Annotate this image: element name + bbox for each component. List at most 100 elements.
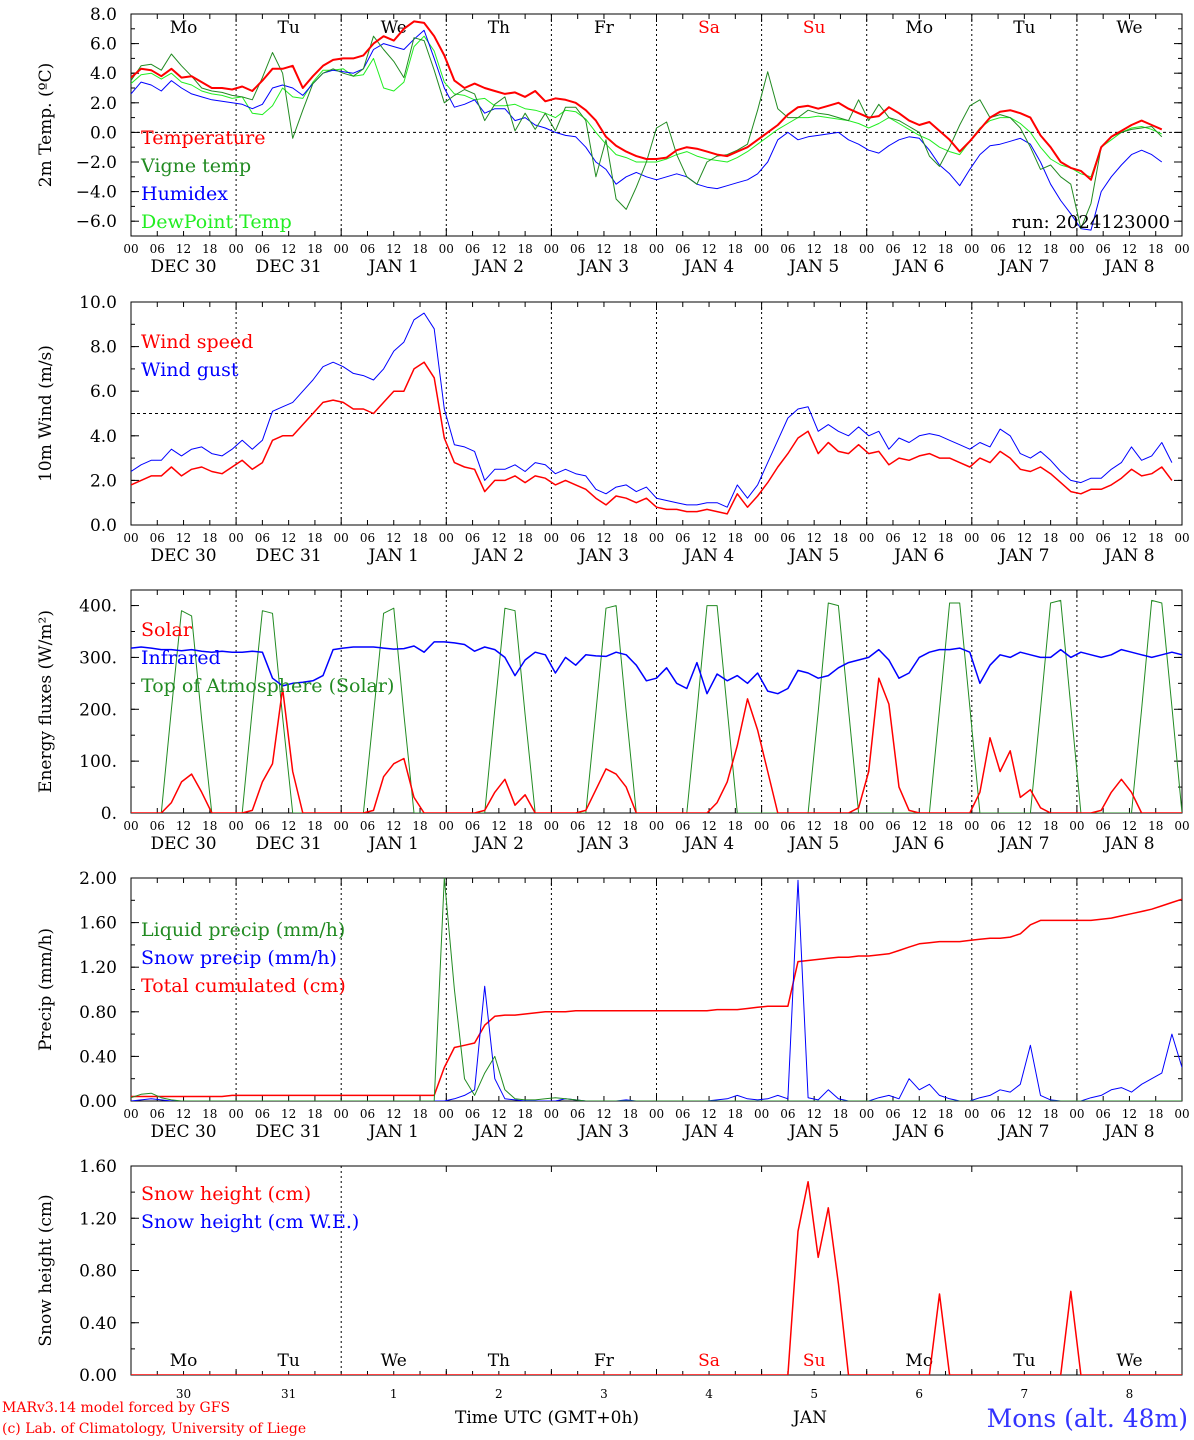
hour-tick-label: 18 [1148,531,1163,545]
date-label: JAN 5 [787,1122,839,1142]
date-label: JAN 5 [787,834,839,854]
legend-entry: Temperature [141,127,265,149]
y-tick-label: 0.40 [79,1314,117,1334]
hour-tick-label: 06 [465,1107,480,1121]
hour-tick-label: 06 [990,1107,1005,1121]
hour-tick-label: 06 [780,1107,795,1121]
series-line-solar [131,677,1182,813]
hour-tick-label: 00 [649,1107,664,1121]
x-axis-label: Time UTC (GMT+0h) [455,1408,639,1428]
legend-entry: Vigne temp [140,155,251,177]
series-line-infrared [131,641,1182,695]
hour-tick-label: 00 [1174,819,1189,833]
hour-tick-label: 06 [360,1107,375,1121]
series-group [131,599,1182,813]
date-label: JAN 8 [1102,257,1154,277]
hour-tick-label: 12 [701,819,716,833]
hour-tick-label: 12 [1122,819,1137,833]
hour-tick-label: 00 [964,242,979,256]
series-group [131,312,1173,515]
hour-tick-label: 00 [1174,531,1189,545]
hour-tick-label: 18 [833,531,848,545]
legend-entry: DewPoint Temp [141,211,292,233]
panel-4: 00 06 12 18 00 06 12 18 00 06 12 18 00 06 12 18 00 06 12 18… [36,869,1190,1142]
hour-tick-label: 18 [833,1107,848,1121]
hour-tick-label: 12 [701,1107,716,1121]
hour-tick-label: 12 [807,819,822,833]
weekday-label: Tu [1013,1351,1035,1371]
weekday-label: We [381,1351,407,1371]
hour-tick-label: 18 [623,531,638,545]
date-label: JAN 2 [472,834,524,854]
hour-tick-label: 06 [360,819,375,833]
hour-tick-label: 06 [465,531,480,545]
hour-tick-label: 12 [1017,242,1032,256]
y-tick-label: 0.40 [79,1047,117,1067]
date-label: JAN 3 [577,1122,629,1142]
hour-tick-label: 06 [1096,819,1111,833]
hour-tick-label: 12 [596,531,611,545]
series-line-humidex [131,29,1163,231]
legend-entry: Snow height (cm W.E.) [141,1211,359,1233]
series-group [131,20,1163,231]
hour-tick-label: 18 [307,531,322,545]
date-label: DEC 30 [151,546,217,566]
date-label: JAN 6 [892,546,944,566]
hour-tick-label: 18 [517,819,532,833]
hour-tick-label: 00 [439,531,454,545]
series-line-wind-speed [131,361,1173,515]
series-line-temperature [131,20,1163,181]
hour-tick-label: 06 [150,1107,165,1121]
hour-tick-label: 12 [176,242,191,256]
y-tick-label: 2.0 [90,94,117,114]
weekday-label: Su [803,18,826,38]
date-label: JAN 7 [997,257,1049,277]
hour-tick-label: 00 [964,531,979,545]
hour-tick-label: 12 [176,531,191,545]
weekday-label: Su [803,1351,826,1371]
weekday-label: Tu [278,1351,300,1371]
run-annotation: run: 2024123000 [1012,212,1170,233]
y-tick-label: 0.0 [90,123,117,143]
weekday-label: We [1116,1351,1142,1371]
hour-tick-label: 00 [1174,1107,1189,1121]
hour-tick-label: 12 [176,1107,191,1121]
panel-3: 00 06 12 18 00 06 12 18 00 06 12 18 00 06 12 18 00 06 12 18… [36,589,1190,854]
hour-tick-label: 00 [334,819,349,833]
hour-tick-label: 12 [701,242,716,256]
y-tick-label: 1.20 [79,958,117,978]
date-label: JAN 8 [1102,1122,1154,1142]
hour-tick-label: 18 [202,819,217,833]
y-tick-label: 300. [79,648,117,668]
hour-tick-label: 12 [1122,1107,1137,1121]
date-label: JAN 3 [577,834,629,854]
hour-tick-label: 12 [386,242,401,256]
panel-5: 30 31 1 2 3 4 5 6 7 8 1.60 1.20 0.80 0.40 0.00 Snow hei… [36,1157,1183,1401]
hour-tick-label: 06 [885,1107,900,1121]
hour-tick-label: 18 [833,242,848,256]
hour-tick-label: 18 [1043,819,1058,833]
hour-tick-label: 06 [675,531,690,545]
hour-tick-label: 06 [150,242,165,256]
hour-tick-label: 06 [570,819,585,833]
day-number-label: 30 [176,1387,191,1401]
hour-tick-label: 12 [1122,531,1137,545]
y-tick-label: 1.60 [79,1157,117,1177]
date-label: JAN 6 [892,1122,944,1142]
hour-tick-label: 12 [1017,819,1032,833]
weekday-label: We [1116,18,1142,38]
hour-tick-label: 18 [1148,819,1163,833]
hour-tick-label: 06 [675,1107,690,1121]
x-axis-month: JAN [791,1408,827,1428]
hour-tick-label: 18 [1043,531,1058,545]
date-label: DEC 31 [256,546,322,566]
weekday-label: We [381,18,407,38]
hour-tick-label: 00 [544,819,559,833]
hour-tick-label: 12 [1017,1107,1032,1121]
weekday-label: Fr [594,18,615,38]
hour-tick-label: 06 [255,242,270,256]
weekday-label: Mo [905,18,933,38]
date-label: JAN 2 [472,1122,524,1142]
hour-tick-label: 12 [596,1107,611,1121]
hour-tick-label: 06 [1096,1107,1111,1121]
